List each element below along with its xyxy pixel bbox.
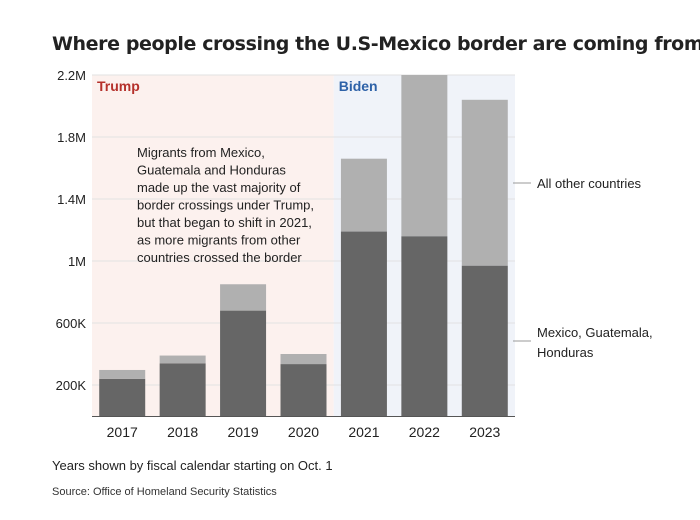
bar-other-countries-2020	[280, 354, 327, 365]
bar-other-countries-2022	[401, 75, 448, 237]
period-label-trump: Trump	[97, 78, 140, 94]
x-tick-label: 2022	[409, 424, 440, 440]
annotation-line: as more migrants from other	[137, 233, 301, 248]
y-tick-label: 1.4M	[57, 192, 86, 207]
x-tick-label: 2019	[227, 424, 258, 440]
fiscal-note: Years shown by fiscal calendar starting …	[52, 458, 333, 473]
annotation-line: Migrants from Mexico,	[137, 145, 265, 160]
y-tick-label: 200K	[56, 378, 87, 393]
y-tick-label: 600K	[56, 316, 87, 331]
annotation-line: made up the vast majority of	[137, 180, 301, 195]
annotation-line: border crossings under Trump,	[137, 198, 314, 213]
bar-mexico-guatemala-honduras-2021	[340, 231, 387, 416]
legend-label-other-countries: All other countries	[537, 176, 642, 191]
x-tick-label: 2021	[348, 424, 379, 440]
bar-mexico-guatemala-honduras-2020	[280, 364, 327, 416]
x-tick-label: 2018	[167, 424, 198, 440]
annotation-line: Guatemala and Honduras	[137, 163, 286, 178]
legend-label-mexico-guatemala-honduras: Mexico, Guatemala,	[537, 325, 653, 340]
y-tick-label: 1.8M	[57, 130, 86, 145]
legend-label-mexico-guatemala-honduras: Honduras	[537, 345, 594, 360]
y-tick-label: 2.2M	[57, 68, 86, 83]
bar-other-countries-2023	[461, 99, 508, 266]
bar-mexico-guatemala-honduras-2022	[401, 236, 448, 416]
bar-mexico-guatemala-honduras-2023	[461, 265, 508, 416]
period-label-biden: Biden	[339, 78, 378, 94]
x-tick-label: 2017	[107, 424, 138, 440]
bar-other-countries-2019	[220, 284, 267, 311]
bar-other-countries-2021	[340, 158, 387, 232]
source-note: Source: Office of Homeland Security Stat…	[52, 486, 277, 498]
annotation-line: but that began to shift in 2021,	[137, 215, 312, 230]
y-tick-label: 1M	[68, 254, 86, 269]
annotation-line: countries crossed the border	[137, 250, 302, 265]
bar-mexico-guatemala-honduras-2017	[99, 378, 146, 416]
bar-mexico-guatemala-honduras-2018	[159, 363, 206, 416]
x-tick-label: 2023	[469, 424, 500, 440]
bar-other-countries-2017	[99, 369, 146, 379]
chart-title: Where people crossing the U.S-Mexico bor…	[52, 33, 700, 55]
x-tick-label: 2020	[288, 424, 319, 440]
bar-other-countries-2018	[159, 355, 206, 364]
bar-mexico-guatemala-honduras-2019	[220, 310, 267, 416]
